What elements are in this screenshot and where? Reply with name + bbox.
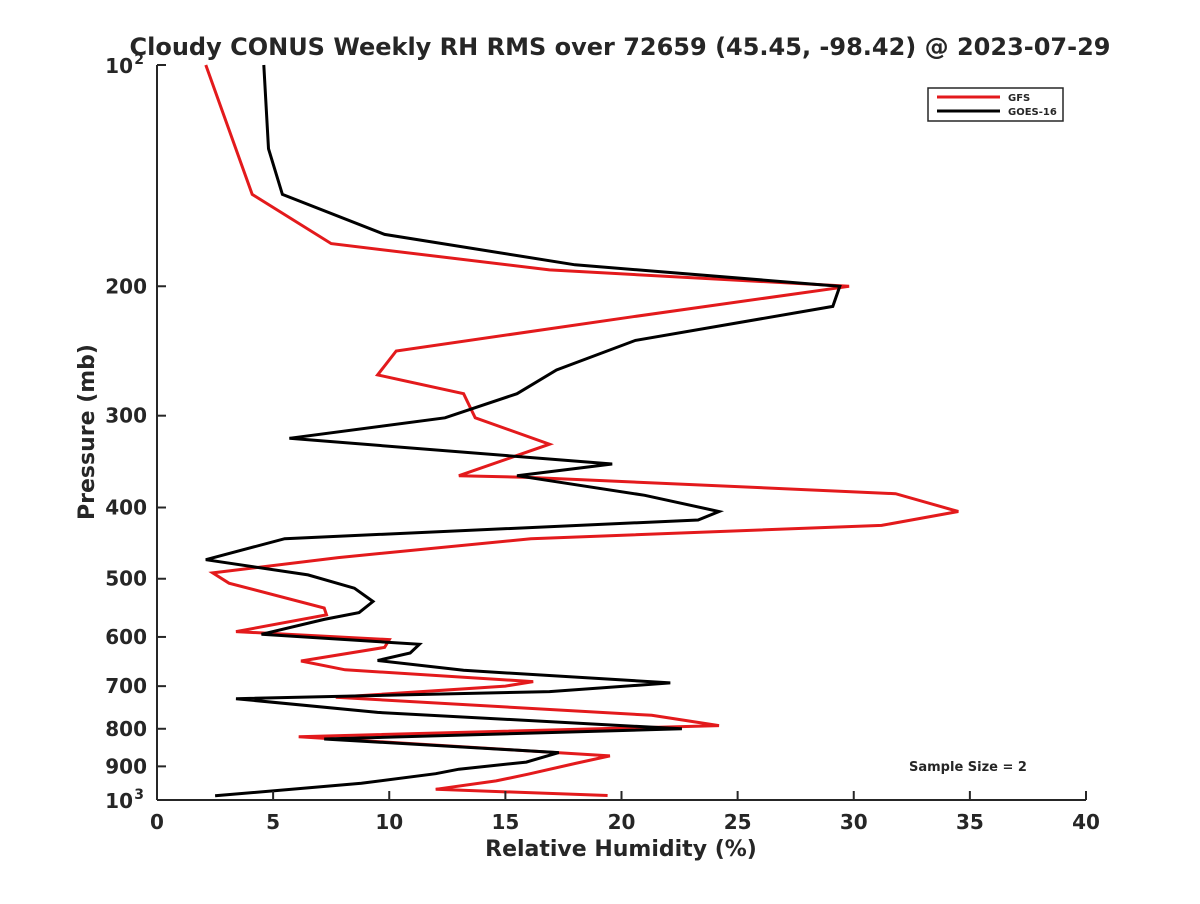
sample-size-annotation: Sample Size = 2 bbox=[909, 760, 1027, 775]
y-tick-label: 200 bbox=[105, 274, 147, 298]
x-tick-label: 0 bbox=[150, 810, 164, 834]
x-tick-label: 30 bbox=[840, 810, 868, 834]
legend-box bbox=[927, 87, 1064, 122]
x-axis-label: Relative Humidity (%) bbox=[485, 837, 757, 862]
legend: GFS GOES-16 bbox=[927, 87, 1064, 122]
y-tick-label-exponent: 3 bbox=[134, 787, 144, 803]
y-axis-label: Pressure (mb) bbox=[75, 344, 100, 520]
y-tick-label: 700 bbox=[105, 674, 147, 698]
x-tick-label: 10 bbox=[375, 810, 403, 834]
legend-label: GOES-16 bbox=[1008, 107, 1057, 118]
y-tick-label: 900 bbox=[105, 754, 147, 778]
y-tick-label: 10 bbox=[105, 54, 133, 78]
y-tick-label: 300 bbox=[105, 404, 147, 428]
series-line-gfs bbox=[204, 64, 959, 797]
chart-title: Cloudy CONUS Weekly RH RMS over 72659 (4… bbox=[130, 33, 1111, 61]
y-tick-label: 600 bbox=[105, 625, 147, 649]
series-line-goes-16 bbox=[205, 64, 842, 798]
y-tick-label-exponent: 2 bbox=[134, 52, 144, 68]
y-tick-label: 800 bbox=[105, 717, 147, 741]
x-tick-label: 35 bbox=[956, 810, 984, 834]
y-tick-label: 500 bbox=[105, 567, 147, 591]
x-tick-label: 20 bbox=[608, 810, 636, 834]
x-ticks: 0 5 10 15 20 25 30 35 40 bbox=[150, 791, 1100, 834]
x-tick-label: 25 bbox=[724, 810, 752, 834]
legend-label: GFS bbox=[1008, 93, 1030, 104]
y-tick-label: 400 bbox=[105, 496, 147, 520]
y-tick-label: 10 bbox=[105, 789, 133, 813]
x-tick-label: 40 bbox=[1072, 810, 1100, 834]
x-tick-label: 5 bbox=[266, 810, 280, 834]
series-layer bbox=[204, 64, 959, 798]
x-tick-label: 15 bbox=[491, 810, 519, 834]
